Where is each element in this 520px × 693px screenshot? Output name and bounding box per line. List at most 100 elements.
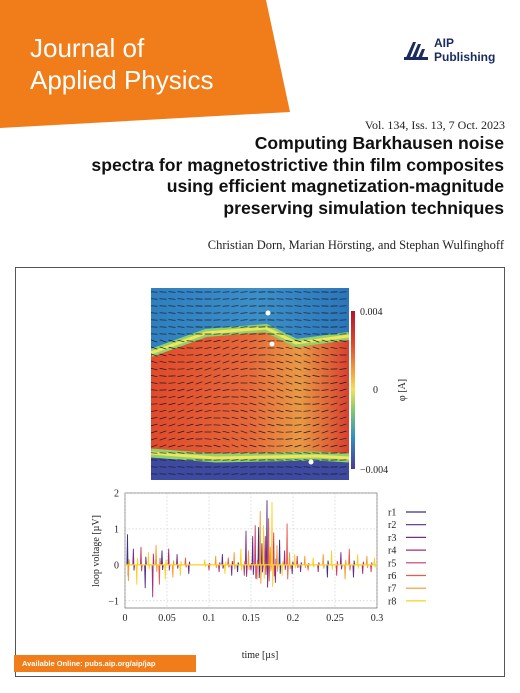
field-arrow xyxy=(213,403,221,405)
field-arrow xyxy=(303,333,311,335)
publisher-line1: AIP xyxy=(434,36,455,50)
field-arrow xyxy=(303,326,311,328)
field-arrow xyxy=(168,459,176,461)
field-arrow xyxy=(204,438,212,440)
field-arrow xyxy=(276,424,284,426)
field-arrow xyxy=(159,437,167,441)
field-arrow xyxy=(240,459,248,461)
field-arrow xyxy=(231,326,239,328)
field-arrow xyxy=(285,395,293,399)
field-arrow xyxy=(321,430,329,434)
field-arrow xyxy=(303,305,311,307)
field-arrow xyxy=(195,402,203,406)
field-arrow xyxy=(159,430,167,434)
field-arrow xyxy=(267,409,275,413)
colorbar-mid-label: 0 xyxy=(373,385,378,396)
field-arrow xyxy=(240,368,248,370)
field-arrow xyxy=(186,402,194,406)
field-arrow xyxy=(159,416,167,420)
field-arrow xyxy=(303,466,311,468)
field-arrow xyxy=(258,388,266,392)
field-arrow xyxy=(168,402,176,406)
field-arrow xyxy=(177,333,185,335)
field-arrow xyxy=(312,339,320,343)
legend-label-r2: r2 xyxy=(388,520,396,531)
field-arrow xyxy=(213,367,221,371)
legend-label-r7: r7 xyxy=(388,584,396,595)
field-arrow xyxy=(303,452,311,454)
y-tick-label: 1 xyxy=(114,524,119,535)
field-arrow xyxy=(240,326,248,328)
field-arrow xyxy=(177,395,185,399)
field-arrow xyxy=(186,416,194,420)
field-arrow xyxy=(303,367,311,371)
field-arrow xyxy=(240,360,248,364)
field-arrow xyxy=(213,437,221,441)
field-arrow xyxy=(168,437,176,441)
field-arrow xyxy=(240,452,248,454)
field-arrow xyxy=(213,388,221,392)
journal-name-line2: Applied Physics xyxy=(30,65,214,95)
field-arrow xyxy=(213,339,221,343)
field-arrow xyxy=(240,319,248,321)
field-arrow xyxy=(312,437,320,441)
field-arrow xyxy=(168,333,176,335)
field-arrow xyxy=(267,354,275,356)
x-tick-label: 0.25 xyxy=(326,613,344,624)
field-arrow xyxy=(151,367,158,371)
field-arrow xyxy=(168,305,176,307)
field-arrow xyxy=(186,395,194,399)
field-arrow xyxy=(151,437,158,441)
field-arrow xyxy=(231,444,239,448)
field-arrow xyxy=(240,409,248,413)
field-arrow xyxy=(267,361,275,363)
field-arrow xyxy=(267,402,275,406)
field-arrow xyxy=(186,388,194,392)
field-arrow xyxy=(294,346,302,350)
field-arrow xyxy=(195,360,203,364)
field-arrow xyxy=(231,430,239,434)
field-arrow xyxy=(339,395,347,399)
field-arrow xyxy=(240,402,248,406)
field-arrow xyxy=(240,396,248,398)
field-arrow xyxy=(249,361,257,363)
field-arrow xyxy=(186,445,194,447)
title-line-3: using efficient magnetization-magnitude xyxy=(166,176,504,196)
series-line-r8 xyxy=(125,501,377,587)
field-arrow xyxy=(177,339,185,343)
field-arrow xyxy=(312,430,320,434)
field-arrow xyxy=(151,423,158,427)
field-arrow xyxy=(303,374,311,378)
field-arrow xyxy=(177,291,185,293)
magnetization-field-map xyxy=(151,288,349,480)
field-arrow xyxy=(186,438,194,440)
field-arrow xyxy=(204,367,212,371)
field-arrow xyxy=(186,423,194,427)
field-arrow xyxy=(267,381,275,385)
field-arrow xyxy=(204,395,212,399)
field-arrow xyxy=(151,353,158,357)
y-tick-label: 2 xyxy=(114,489,119,500)
field-arrow xyxy=(321,423,329,427)
field-arrow xyxy=(330,402,338,406)
field-arrow xyxy=(312,444,320,448)
field-arrow xyxy=(240,466,248,468)
field-arrow xyxy=(276,360,284,364)
field-arrow xyxy=(168,298,176,300)
field-arrow xyxy=(276,374,284,378)
field-arrow xyxy=(159,360,167,364)
field-arrow xyxy=(294,291,302,293)
field-arrow xyxy=(151,360,158,364)
field-arrow xyxy=(276,402,284,406)
field-arrow xyxy=(177,402,185,406)
field-arrow xyxy=(240,375,248,377)
field-arrow xyxy=(177,430,185,434)
field-arrow xyxy=(186,374,194,378)
field-arrow xyxy=(240,305,248,307)
field-arrow xyxy=(303,410,311,412)
field-arrow xyxy=(303,312,311,314)
vortex-marker xyxy=(265,310,271,316)
field-arrow xyxy=(186,409,194,413)
field-arrow xyxy=(195,354,203,356)
title-line-1: Computing Barkhausen noise xyxy=(254,133,504,153)
